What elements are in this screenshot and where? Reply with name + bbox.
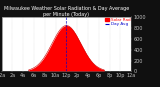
Legend: Solar Rad, Day Avg: Solar Rad, Day Avg xyxy=(105,18,131,27)
Title: Milwaukee Weather Solar Radiation & Day Average per Minute (Today): Milwaukee Weather Solar Radiation & Day … xyxy=(4,6,129,17)
